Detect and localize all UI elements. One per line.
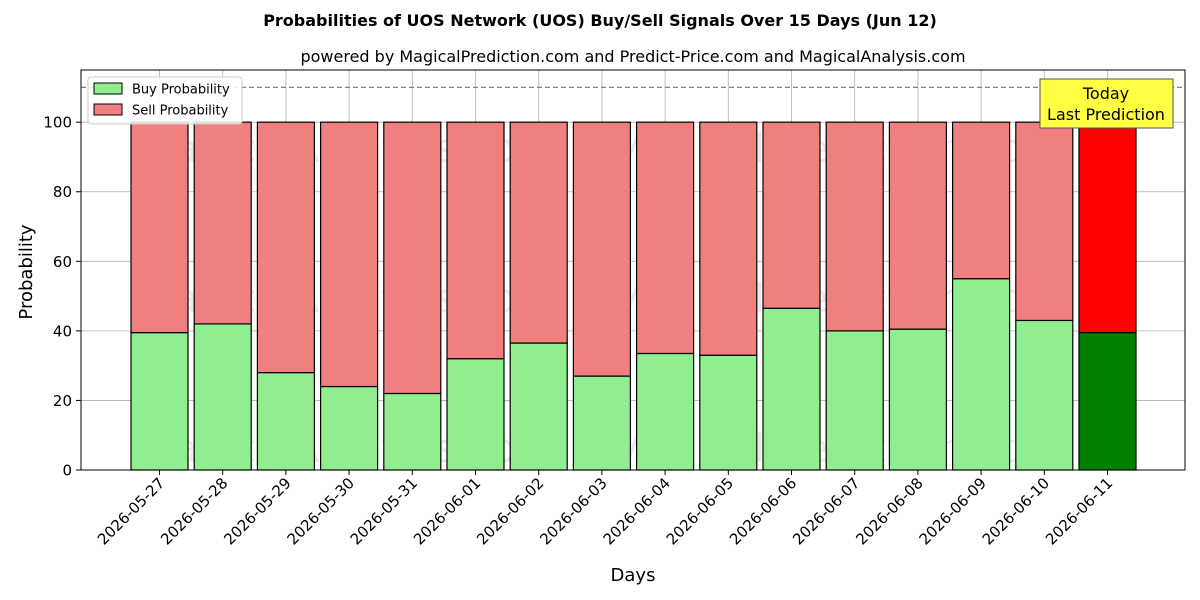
x-tick-label: 2026-06-06 [726, 474, 800, 548]
x-tick-label: 2026-06-04 [600, 474, 674, 548]
x-tick-label: 2026-05-31 [347, 474, 421, 548]
buy-bar [762, 307, 821, 471]
sell-bar [509, 121, 568, 344]
buy-bar [572, 375, 632, 471]
sell-bar [888, 121, 948, 330]
sell-bar [699, 121, 758, 356]
sell-bar [130, 121, 189, 334]
buy-bar [1078, 332, 1137, 471]
annotation-line-1: Today [1082, 84, 1129, 103]
x-tick-label: 2026-06-07 [789, 474, 863, 548]
buy-bar [509, 342, 568, 471]
annotation-line-2: Last Prediction [1047, 105, 1165, 124]
y-axis-title: Probability [16, 224, 37, 319]
buy-bar [446, 358, 505, 471]
buy-bar [635, 352, 695, 471]
sell-bar [635, 121, 695, 355]
sell-bar [383, 121, 442, 395]
x-tick-label: 2026-06-11 [1042, 474, 1116, 548]
sell-bar [762, 121, 821, 309]
x-tick-label: 2026-06-03 [536, 474, 610, 548]
sell-bar [1078, 121, 1137, 334]
x-tick-label: 2026-06-09 [916, 474, 990, 548]
legend-box [87, 76, 243, 125]
buy-bar [383, 392, 442, 471]
y-tick-label: 40 [53, 322, 72, 340]
x-tick-label: 2026-05-29 [220, 474, 294, 548]
buy-bar [951, 278, 1011, 471]
buy-bar [193, 323, 252, 471]
buy-bar [825, 330, 884, 471]
legend-label-sell: Sell Probability [132, 104, 229, 119]
y-tick-label: 0 [62, 462, 72, 480]
x-tick-label: 2026-05-28 [157, 474, 231, 548]
sell-bar [572, 121, 632, 377]
sell-bar [825, 121, 884, 332]
sell-bar [446, 121, 505, 360]
chart-subtitle: powered by MagicalPrediction.com and Pre… [300, 47, 965, 66]
x-tick-label: 2026-06-08 [852, 474, 926, 548]
legend-label-buy: Buy Probability [132, 83, 230, 98]
x-tick-label: 2026-05-27 [94, 474, 168, 548]
buy-bar [320, 385, 379, 471]
x-tick-label: 2026-05-30 [284, 474, 358, 548]
legend-swatch-buy [93, 82, 123, 95]
y-tick-label: 80 [53, 183, 72, 201]
buy-bar [256, 372, 315, 471]
buy-bar [130, 332, 189, 471]
sell-bar [320, 121, 379, 388]
y-tick-label: 60 [53, 253, 72, 271]
y-tick-label: 20 [53, 392, 72, 410]
sell-bar [193, 121, 252, 325]
y-tick-label: 100 [43, 114, 72, 132]
buy-bar [1015, 319, 1074, 471]
x-tick-label: 2026-06-05 [663, 474, 737, 548]
sell-bar [256, 121, 315, 374]
chart-title: Probabilities of UOS Network (UOS) Buy/S… [263, 11, 937, 30]
annotation-box [1039, 78, 1174, 129]
sell-bar [951, 121, 1011, 280]
x-tick-label: 2026-06-10 [979, 474, 1053, 548]
x-tick-label: 2026-06-02 [473, 474, 547, 548]
sell-bar [1015, 121, 1074, 322]
buy-bar [699, 354, 758, 471]
bar-layer [130, 121, 1137, 471]
x-axis-title: Days [611, 565, 656, 586]
legend[interactable]: Buy Probability Sell Probability [87, 76, 243, 125]
plot-frame [80, 69, 1186, 471]
legend-swatch-sell [93, 103, 123, 116]
buy-bar [888, 328, 948, 471]
today-annotation: Today Last Prediction [1039, 78, 1174, 129]
x-tick-label: 2026-06-01 [410, 474, 484, 548]
